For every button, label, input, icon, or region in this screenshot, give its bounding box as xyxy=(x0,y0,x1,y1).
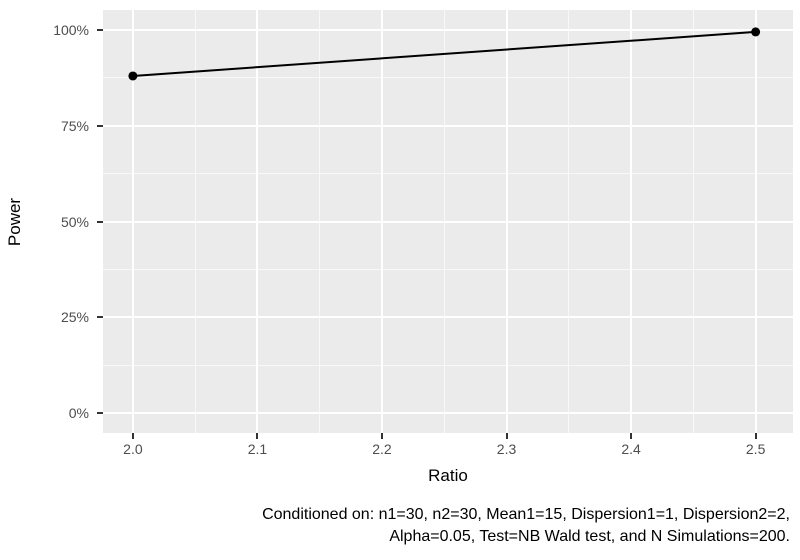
y-axis-title: Power xyxy=(5,197,24,246)
x-tick-label: 2.1 xyxy=(247,441,268,457)
y-tick-label: 25% xyxy=(60,309,89,326)
major-gridline-y xyxy=(103,412,793,414)
x-tick-label: 2.0 xyxy=(123,441,143,457)
plot-panel xyxy=(103,10,793,433)
major-gridline-y xyxy=(103,316,793,319)
y-axis-title-wrap: Power xyxy=(2,10,28,433)
x-tick-mark xyxy=(754,433,757,439)
y-tick-mark xyxy=(97,124,103,127)
x-tick-label: 2.2 xyxy=(372,441,392,457)
x-tick-mark xyxy=(630,433,633,439)
y-tick-mark xyxy=(97,316,103,319)
x-tick-mark xyxy=(505,433,508,439)
y-tick-mark xyxy=(97,412,103,414)
y-tick-label: 50% xyxy=(60,213,89,230)
x-tick-label: 2.4 xyxy=(621,441,641,457)
x-tick-mark xyxy=(131,433,134,439)
minor-gridline-y xyxy=(103,77,793,79)
y-tick-label: 0% xyxy=(68,405,89,421)
data-point xyxy=(128,71,138,81)
caption-line-2: Alpha=0.05, Test=NB Wald test, and N Sim… xyxy=(389,528,790,545)
y-tick-mark xyxy=(97,28,103,31)
x-tick-mark xyxy=(256,433,259,439)
data-line-plot xyxy=(128,27,761,81)
x-tick-label: 2.5 xyxy=(745,441,766,457)
minor-gridline-y xyxy=(103,268,793,270)
y-tick-label: 75% xyxy=(60,117,89,134)
y-tick-label: 100% xyxy=(53,21,89,38)
minor-gridline-y xyxy=(103,364,793,366)
major-gridline-y xyxy=(103,28,793,31)
major-gridline-y xyxy=(103,124,793,127)
y-tick-mark xyxy=(97,220,103,223)
series-line xyxy=(132,30,756,77)
caption-line-1: Conditioned on: n1=30, n2=30, Mean1=15, … xyxy=(262,506,790,523)
chart-caption: Conditioned on: n1=30, n2=30, Mean1=15, … xyxy=(90,504,790,548)
data-point xyxy=(751,27,761,37)
x-tick-label: 2.3 xyxy=(496,441,517,457)
minor-gridline-y xyxy=(103,173,793,175)
x-tick-mark xyxy=(380,433,383,439)
x-axis-title: Ratio xyxy=(428,466,468,485)
major-gridline-y xyxy=(103,220,793,223)
